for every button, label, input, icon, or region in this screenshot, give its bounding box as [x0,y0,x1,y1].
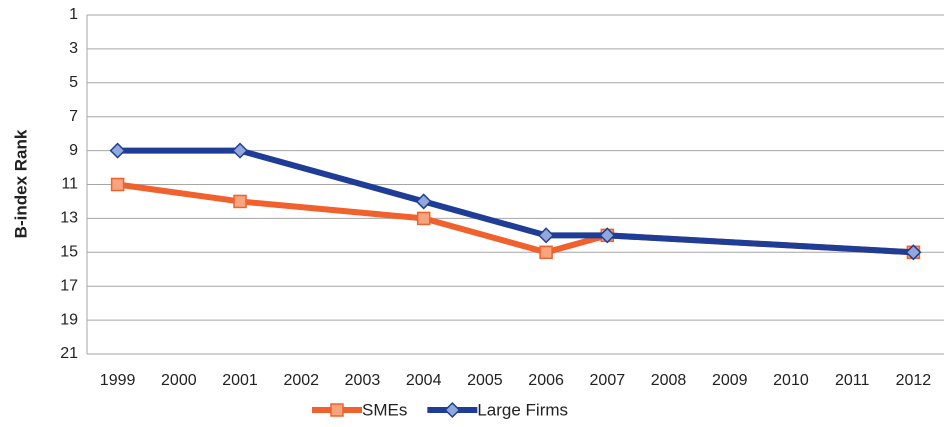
x-tick-label: 2008 [651,372,687,389]
marker [444,401,461,419]
x-tick-label: 2012 [896,372,932,389]
marker [110,177,125,192]
x-tick-label: 2005 [467,372,503,389]
x-tick-label: 2003 [345,372,381,389]
marker [233,194,247,209]
y-tick-label: 21 [60,345,78,362]
marker [599,227,616,244]
marker [905,244,922,261]
y-tick-label: 13 [60,210,78,227]
x-tick-label: 2007 [590,372,626,389]
marker [330,403,344,417]
y-tick-label: 3 [69,40,78,57]
y-tick-label: 7 [69,108,78,125]
x-tick-label: 2004 [406,372,442,389]
y-tick-label: 11 [61,176,78,193]
legend-label: Large Firms [477,400,568,419]
y-tick-label: 17 [60,277,78,294]
y-tick-label: 1 [69,6,78,23]
x-tick-label: 2011 [835,372,870,389]
marker [109,142,126,159]
marker [416,211,431,226]
y-tick-label: 9 [69,142,78,159]
y-tick-label: 19 [60,311,78,328]
marker [539,245,553,260]
x-tick-label: 2000 [161,372,197,389]
series-line [117,147,914,256]
y-axis-label: B-index Rank [11,129,30,238]
x-tick-label: 2006 [528,372,564,389]
x-tick-label: 2002 [283,372,319,389]
marker [538,227,555,244]
legend-label: SMEs [362,400,407,419]
x-tick-label: 2009 [712,372,748,389]
marker [231,142,249,159]
y-tick-label: 15 [60,244,78,261]
x-tick-label: 2010 [773,372,809,389]
x-tick-label: 2001 [222,372,258,389]
x-tick-label: 1999 [100,372,136,389]
marker [415,193,432,210]
y-tick-label: 5 [69,74,78,91]
